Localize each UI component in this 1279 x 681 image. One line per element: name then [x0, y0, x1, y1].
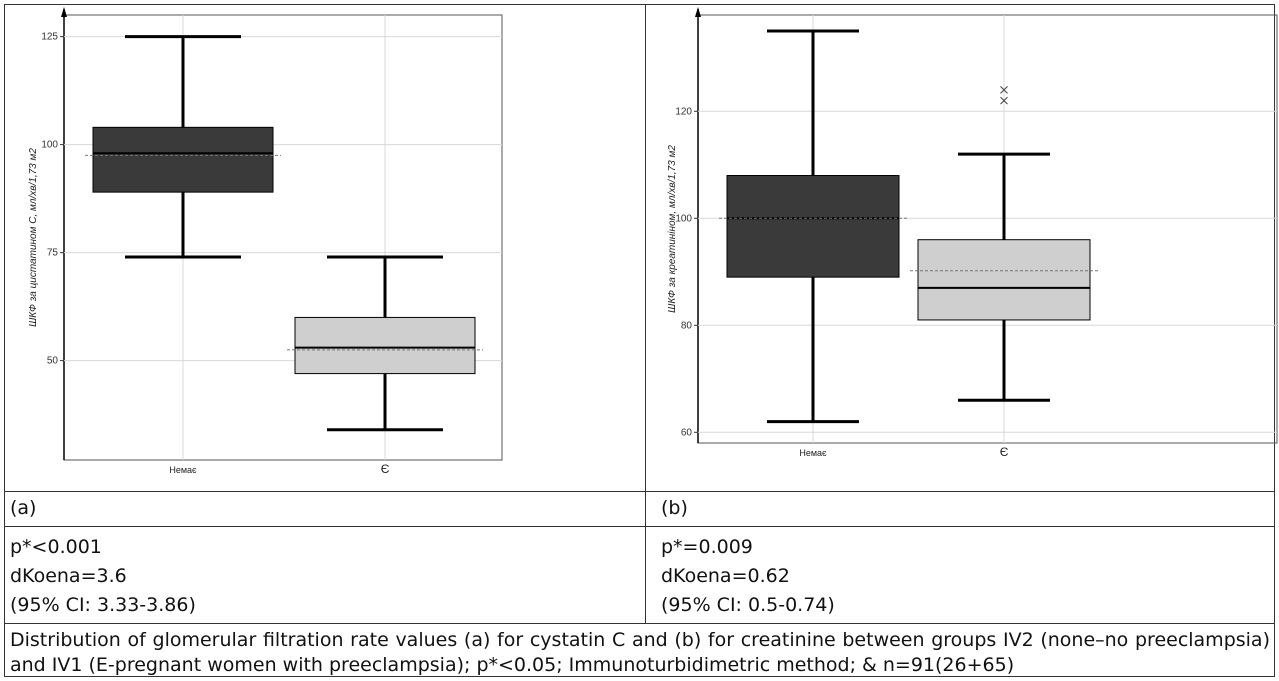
y-tick-label: 50	[47, 356, 59, 367]
y-tick-label: 80	[681, 320, 693, 331]
y-tick-label: 100	[675, 213, 692, 224]
box-iqr	[92, 126, 274, 193]
y-tick-label: 125	[41, 32, 58, 43]
y-tick-label: 100	[41, 140, 58, 151]
panel-a-ci: (95% CI: 3.33-3.86)	[10, 594, 196, 616]
y-axis-label: ШКФ за цистатином С, мл/хв/1,73 м2	[28, 148, 39, 327]
x-tick-label: Є	[381, 462, 390, 476]
plot-area-border	[63, 14, 503, 461]
box-iqr	[726, 175, 900, 278]
y-tick-label: 75	[47, 248, 59, 259]
figure-caption: Distribution of glomerular filtration ra…	[10, 629, 1270, 676]
x-tick-label: Немає	[799, 448, 827, 458]
panel-b-p-value: p*=0.009	[661, 536, 753, 558]
y-axis-arrow	[695, 7, 701, 17]
panel-b-label: (b)	[661, 497, 688, 519]
creatinine-boxplot: 60 80 100 120 ШКФ за креатиніном, мл/хв/1,73…	[667, 7, 1278, 459]
panel-b-effect-size: dKoena=0.62	[661, 565, 790, 587]
outlier-point	[1000, 96, 1008, 105]
panel-a-label: (a)	[10, 497, 37, 519]
y-axis-label: ШКФ за креатиніном, мл/хв/1,73 м2	[667, 145, 678, 313]
y-tick-label: 60	[681, 427, 693, 438]
row-divider-2	[4, 526, 1275, 527]
table-frame	[4, 4, 1275, 677]
x-tick-label: Немає	[169, 465, 197, 475]
y-tick-label: 120	[675, 106, 692, 117]
box-iqr	[917, 239, 1091, 321]
cystatin-boxplot: 50 75 100 125 ШКФ за цистатином С, мл/хв/1,7…	[28, 7, 503, 476]
row-divider-1	[4, 491, 1275, 492]
panel-a-effect-size: dKoena=3.6	[10, 565, 127, 587]
row-divider-3	[4, 623, 1275, 624]
y-axis-arrow	[61, 7, 67, 17]
outlier-point	[1000, 86, 1008, 94]
panel-a-p-value: p*<0.001	[10, 536, 102, 558]
column-divider	[645, 4, 646, 624]
panel-b-ci: (95% CI: 0.5-0.74)	[661, 594, 835, 616]
x-tick-label: Є	[1000, 445, 1009, 459]
box-iqr	[294, 316, 476, 375]
